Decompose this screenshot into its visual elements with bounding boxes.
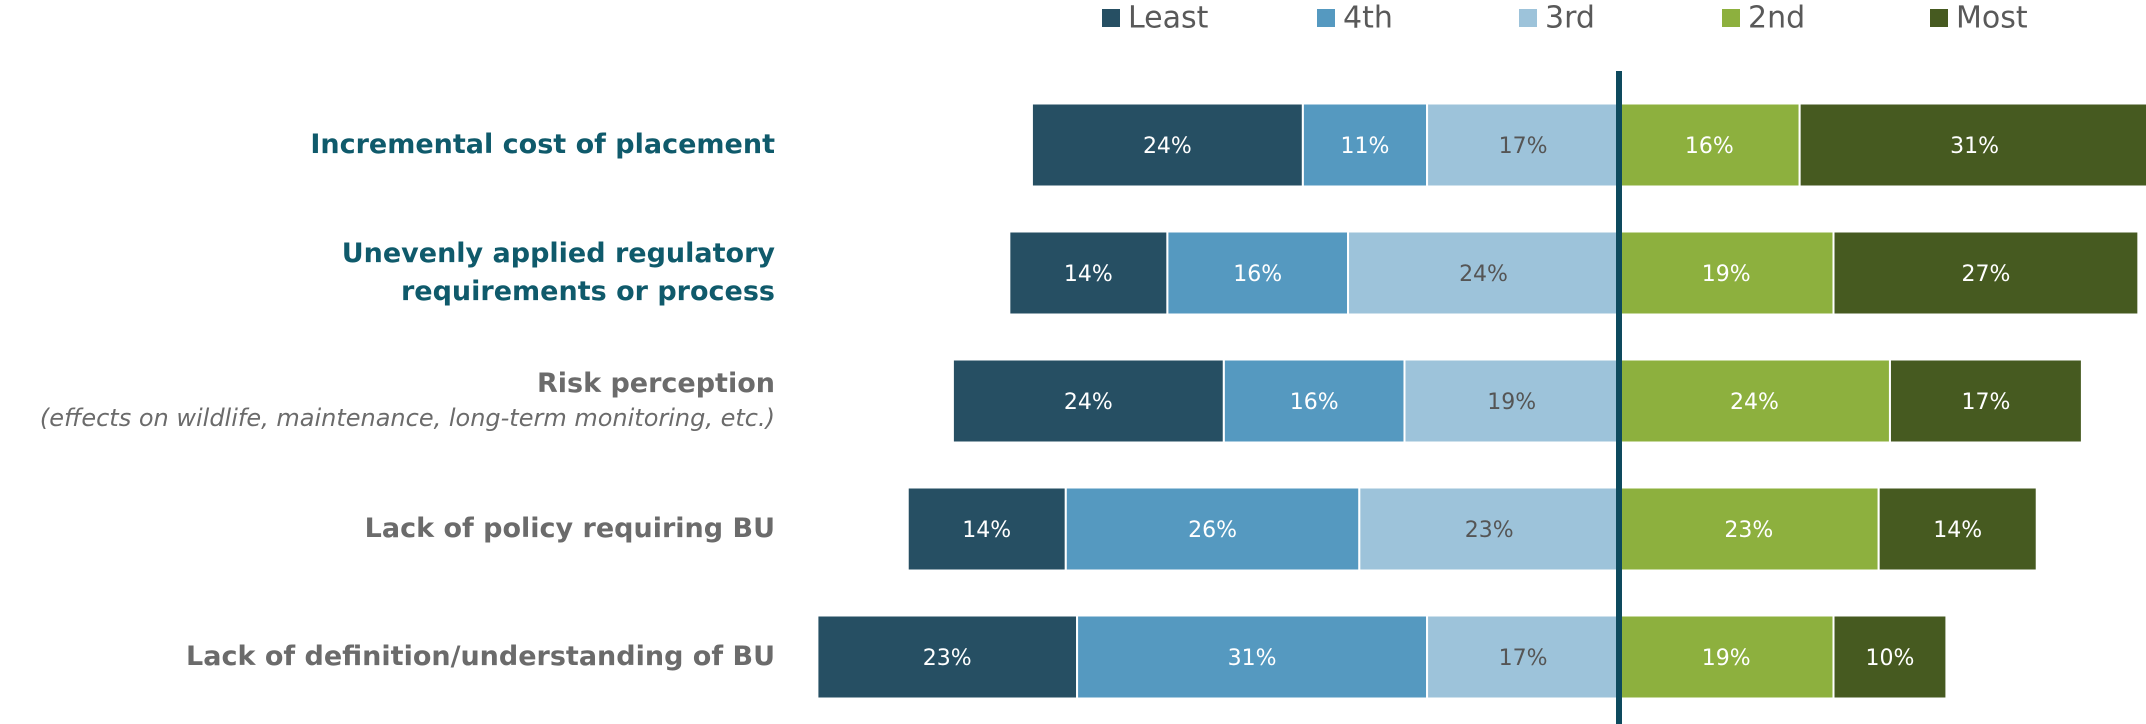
bar-segment bbox=[951, 358, 1225, 444]
data-label: 14% bbox=[1933, 518, 1982, 543]
bar-segment bbox=[816, 614, 1079, 700]
data-label: 19% bbox=[1702, 646, 1751, 671]
category-label: Lack of policy requiring BU bbox=[364, 513, 775, 544]
data-label: 19% bbox=[1702, 262, 1751, 287]
data-label: 17% bbox=[1499, 134, 1548, 159]
legend-swatch bbox=[1317, 9, 1335, 27]
data-label: 11% bbox=[1341, 134, 1390, 159]
legend-swatch bbox=[1102, 9, 1120, 27]
bar-segment bbox=[1008, 230, 1169, 316]
data-label: 17% bbox=[1961, 390, 2010, 415]
data-label: 24% bbox=[1143, 134, 1192, 159]
data-label: 31% bbox=[1950, 134, 1999, 159]
bar-segment bbox=[1166, 230, 1350, 316]
data-label: 27% bbox=[1961, 262, 2010, 287]
bar-segment bbox=[1030, 102, 1304, 188]
bar-segment bbox=[1301, 102, 1429, 188]
bar-segment bbox=[1403, 358, 1620, 444]
legend-label: Most bbox=[1956, 1, 2028, 36]
data-label: 14% bbox=[1064, 262, 1113, 287]
bar-segment bbox=[1426, 102, 1620, 188]
legend-label: Least bbox=[1128, 1, 1209, 36]
bar-segment bbox=[1832, 614, 1948, 700]
data-label: 14% bbox=[962, 518, 1011, 543]
data-label: 17% bbox=[1499, 646, 1548, 671]
legend-swatch bbox=[1519, 9, 1537, 27]
bar-segment bbox=[1222, 358, 1406, 444]
category-label: Lack of definition/understanding of BU bbox=[186, 641, 775, 672]
data-label: 23% bbox=[923, 646, 972, 671]
data-label: 24% bbox=[1730, 390, 1779, 415]
bar-segment bbox=[1798, 102, 2146, 188]
bar-segment bbox=[1618, 486, 1880, 572]
bar-segment bbox=[1618, 358, 1891, 444]
legend-swatch bbox=[1930, 9, 1948, 27]
bar-segment bbox=[1832, 230, 2140, 316]
data-label: 19% bbox=[1487, 390, 1536, 415]
category-label: Risk perception (effects on wildlife, ma… bbox=[39, 368, 775, 432]
data-label: 24% bbox=[1459, 262, 1508, 287]
data-label: 23% bbox=[1724, 518, 1773, 543]
data-label: 16% bbox=[1233, 262, 1282, 287]
bar-segment bbox=[1426, 614, 1620, 700]
data-label: 26% bbox=[1188, 518, 1237, 543]
legend-swatch bbox=[1722, 9, 1740, 27]
data-label: 24% bbox=[1064, 390, 1113, 415]
data-label: 23% bbox=[1465, 518, 1514, 543]
legend-label: 2nd bbox=[1748, 1, 1805, 36]
data-label: 10% bbox=[1866, 646, 1915, 671]
data-label: 16% bbox=[1290, 390, 1339, 415]
data-label: 31% bbox=[1228, 646, 1277, 671]
bar-segment bbox=[1888, 358, 2083, 444]
category-label: Unevenly applied regulatory requirements… bbox=[341, 238, 775, 307]
bar-segment bbox=[1076, 614, 1429, 700]
legend-label: 3rd bbox=[1545, 1, 1595, 36]
bar-segment bbox=[1877, 486, 2038, 572]
data-label: 16% bbox=[1685, 134, 1734, 159]
category-label: Incremental cost of placement bbox=[310, 129, 775, 160]
legend-label: 4th bbox=[1343, 1, 1393, 36]
